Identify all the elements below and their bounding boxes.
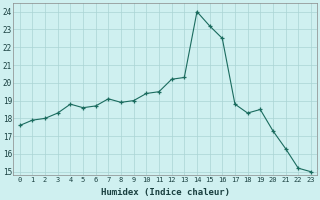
X-axis label: Humidex (Indice chaleur): Humidex (Indice chaleur): [101, 188, 230, 197]
